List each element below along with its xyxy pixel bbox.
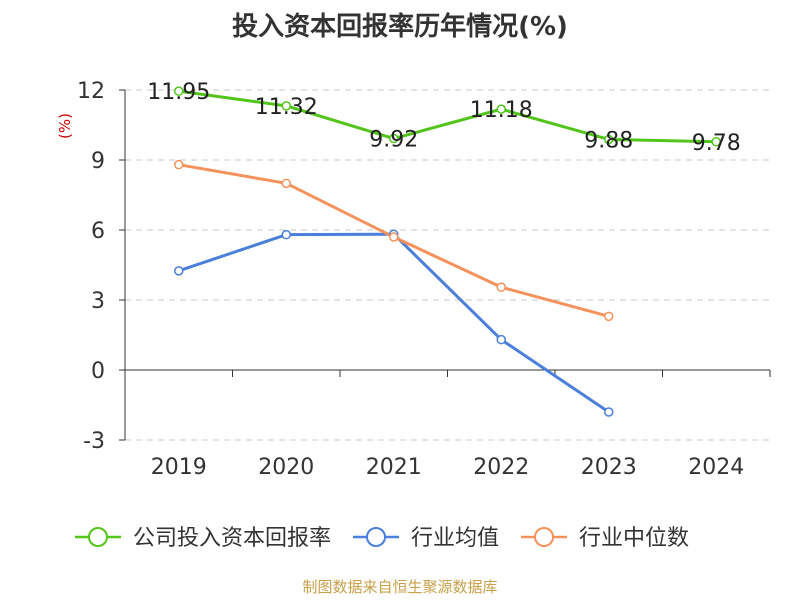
data-label: 11.32 [255,95,318,120]
series-lines [178,89,717,414]
y-tick-label: 3 [91,289,105,314]
data-labels: 11.95 11.32 9.92 11.18 9.88 9.78 [147,80,740,156]
series-line-1 [178,232,610,414]
data-point [496,334,506,345]
data-label: 9.78 [692,131,741,156]
source-note: 制图数据来自恒生聚源数据库 [302,578,498,596]
legend-label: 行业中位数 [579,526,689,551]
x-tick-label: 2023 [581,455,637,480]
x-tick-label: 2021 [366,455,422,480]
legend-marker [88,527,108,547]
y-tick-label: 0 [91,359,105,384]
data-point [711,137,721,147]
data-point [281,178,291,189]
grid-lines [125,89,770,441]
data-point [604,134,614,145]
data-point [496,104,506,114]
data-point [389,133,399,144]
data-point [174,266,184,276]
y-tick-label: 6 [91,219,105,244]
legend: 公司投入资本回报率 行业均值 行业中位数 [75,526,689,551]
data-label: 11.18 [470,98,533,123]
data-point [604,311,614,322]
x-tick-label: 2022 [473,455,529,480]
axes: 12 9 6 3 0 -3 2019 2020 2021 2022 2023 2024 (%) [56,79,771,480]
series-points [174,86,721,417]
legend-label: 行业均值 [411,526,499,551]
data-label: 9.88 [584,128,633,153]
x-tick-label: 2024 [688,455,744,480]
y-axis-label: (%) [56,113,74,139]
data-point [389,232,399,242]
x-tick-label: 2020 [258,455,314,480]
data-point [174,159,184,170]
data-label: 11.95 [147,80,210,105]
x-tick-label: 2019 [151,455,207,480]
y-tick-label: -3 [83,429,105,454]
legend-marker [366,527,387,547]
y-tick-label: 9 [91,149,105,174]
series-line-0 [178,89,717,144]
data-label: 9.92 [369,128,418,153]
data-point [496,282,506,292]
legend-marker [534,527,555,547]
legend-label: 公司投入资本回报率 [133,526,331,551]
chart-title: 投入资本回报率历年情况(%) [232,12,568,42]
y-tick-label: 12 [77,79,105,104]
data-point [174,86,184,96]
data-point [604,407,614,417]
data-point [281,101,291,111]
data-point [281,229,291,240]
